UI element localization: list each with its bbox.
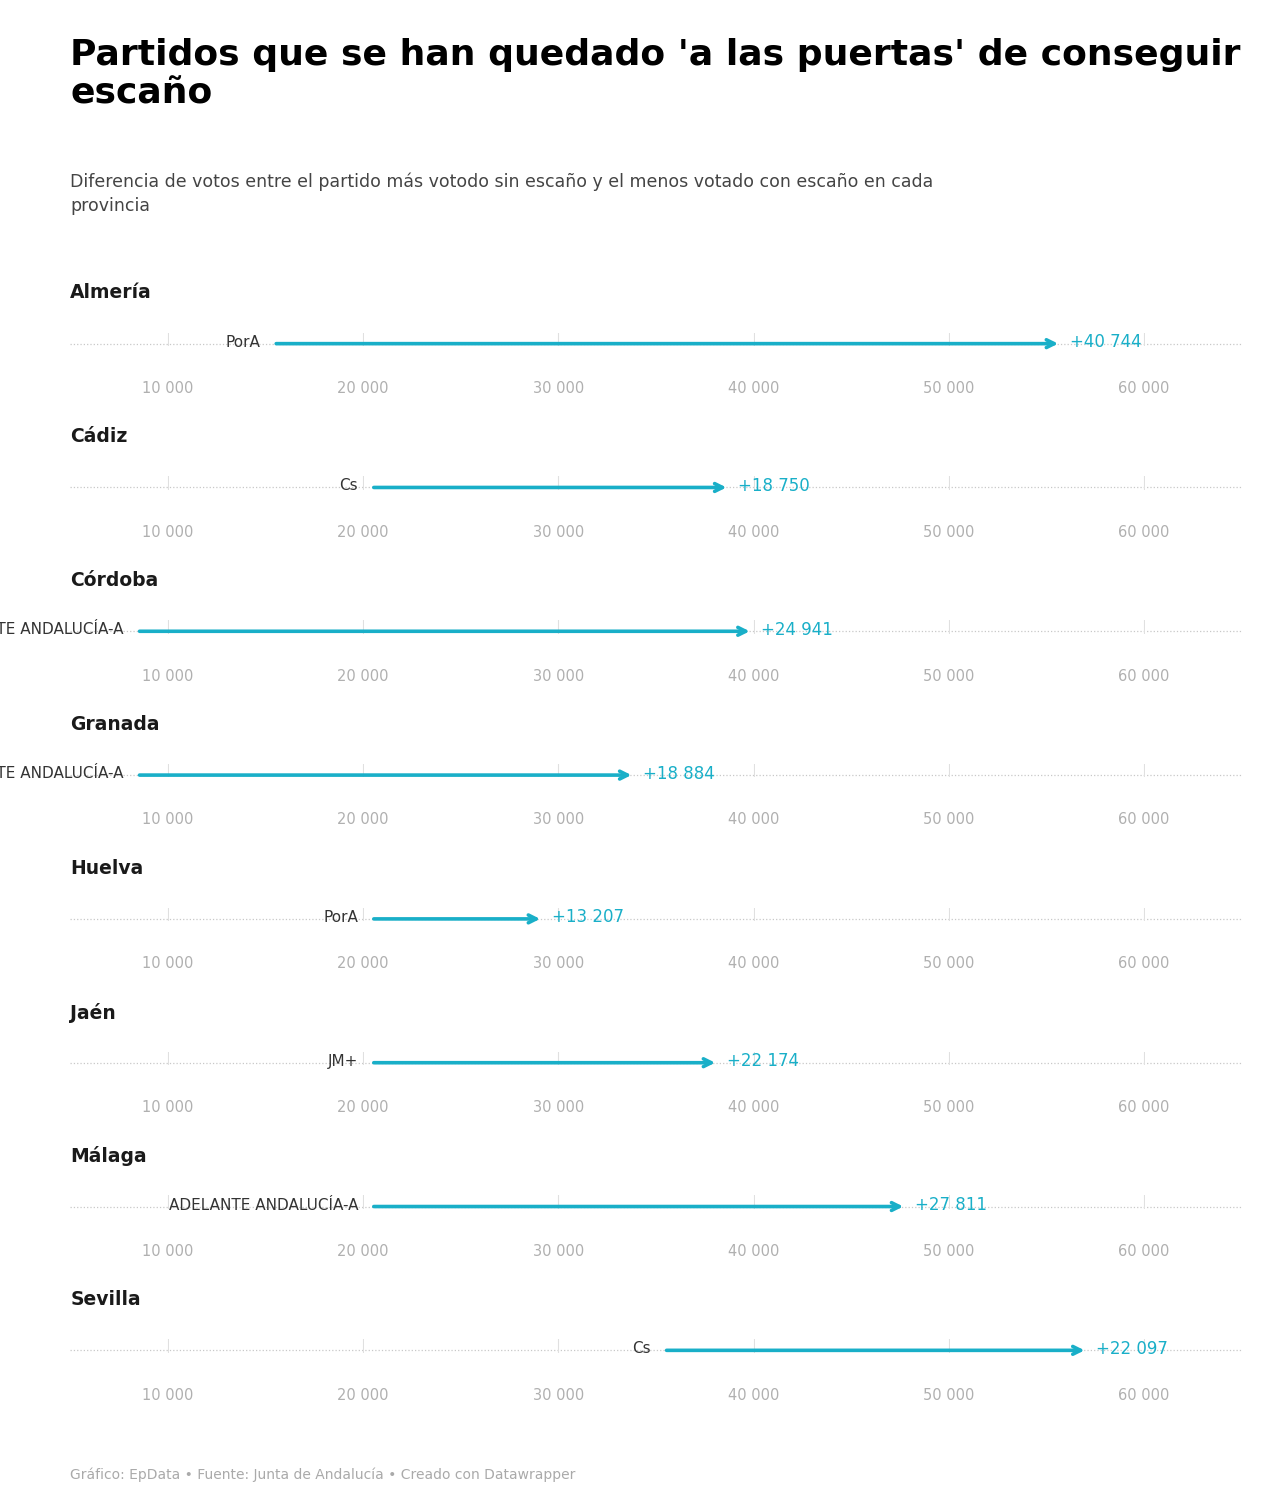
Text: 10 000: 10 000 bbox=[142, 1244, 193, 1258]
Text: Granada: Granada bbox=[70, 716, 160, 734]
Text: ADELANTE ANDALUCÍA-A: ADELANTE ANDALUCÍA-A bbox=[0, 766, 124, 782]
Text: 40 000: 40 000 bbox=[728, 813, 780, 828]
Text: 50 000: 50 000 bbox=[923, 813, 974, 828]
Text: 40 000: 40 000 bbox=[728, 525, 780, 540]
Text: 20 000: 20 000 bbox=[338, 957, 389, 972]
Text: 60 000: 60 000 bbox=[1119, 669, 1170, 684]
Text: 40 000: 40 000 bbox=[728, 1244, 780, 1258]
Text: 20 000: 20 000 bbox=[338, 381, 389, 396]
Text: 60 000: 60 000 bbox=[1119, 1244, 1170, 1258]
Text: PorA: PorA bbox=[225, 334, 261, 350]
Text: 10 000: 10 000 bbox=[142, 381, 193, 396]
Text: +18 884: +18 884 bbox=[643, 765, 716, 783]
Text: 20 000: 20 000 bbox=[338, 1244, 389, 1258]
Text: 60 000: 60 000 bbox=[1119, 1100, 1170, 1114]
Text: PorA: PorA bbox=[324, 910, 358, 926]
Text: ADELANTE ANDALUCÍA-A: ADELANTE ANDALUCÍA-A bbox=[0, 622, 124, 638]
Text: 40 000: 40 000 bbox=[728, 1100, 780, 1114]
Text: 30 000: 30 000 bbox=[532, 1244, 584, 1258]
Text: Gráfico: EpData • Fuente: Junta de Andalucía • Creado con Datawrapper: Gráfico: EpData • Fuente: Junta de Andal… bbox=[70, 1467, 576, 1482]
Text: 30 000: 30 000 bbox=[532, 957, 584, 972]
Text: Córdoba: Córdoba bbox=[70, 572, 159, 590]
Text: 30 000: 30 000 bbox=[532, 813, 584, 828]
Text: 50 000: 50 000 bbox=[923, 669, 974, 684]
Text: 30 000: 30 000 bbox=[532, 381, 584, 396]
Text: +27 811: +27 811 bbox=[915, 1196, 987, 1214]
Text: 30 000: 30 000 bbox=[532, 669, 584, 684]
Text: 50 000: 50 000 bbox=[923, 957, 974, 972]
Text: 40 000: 40 000 bbox=[728, 957, 780, 972]
Text: +22 174: +22 174 bbox=[727, 1052, 799, 1070]
Text: 20 000: 20 000 bbox=[338, 813, 389, 828]
Text: Cs: Cs bbox=[632, 1341, 650, 1356]
Text: 10 000: 10 000 bbox=[142, 1100, 193, 1114]
Text: ADELANTE ANDALUCÍA-A: ADELANTE ANDALUCÍA-A bbox=[169, 1197, 358, 1212]
Text: 10 000: 10 000 bbox=[142, 957, 193, 972]
Text: Cádiz: Cádiz bbox=[70, 427, 128, 447]
Text: Huelva: Huelva bbox=[70, 858, 143, 877]
Text: 20 000: 20 000 bbox=[338, 1100, 389, 1114]
Text: 60 000: 60 000 bbox=[1119, 957, 1170, 972]
Text: 20 000: 20 000 bbox=[338, 1388, 389, 1402]
Text: 30 000: 30 000 bbox=[532, 1388, 584, 1402]
Text: Sevilla: Sevilla bbox=[70, 1290, 141, 1310]
Text: 60 000: 60 000 bbox=[1119, 381, 1170, 396]
Text: 40 000: 40 000 bbox=[728, 1388, 780, 1402]
Text: 60 000: 60 000 bbox=[1119, 1388, 1170, 1402]
Text: 10 000: 10 000 bbox=[142, 813, 193, 828]
Text: Partidos que se han quedado 'a las puertas' de conseguir
escaño: Partidos que se han quedado 'a las puert… bbox=[70, 38, 1240, 111]
Text: 50 000: 50 000 bbox=[923, 1100, 974, 1114]
Text: 40 000: 40 000 bbox=[728, 669, 780, 684]
Text: Diferencia de votos entre el partido más votodo sin escaño y el menos votado con: Diferencia de votos entre el partido más… bbox=[70, 172, 933, 216]
Text: 30 000: 30 000 bbox=[532, 1100, 584, 1114]
Text: 10 000: 10 000 bbox=[142, 669, 193, 684]
Text: Jaén: Jaén bbox=[70, 1002, 116, 1023]
Text: 10 000: 10 000 bbox=[142, 525, 193, 540]
Text: 50 000: 50 000 bbox=[923, 1244, 974, 1258]
Text: 50 000: 50 000 bbox=[923, 381, 974, 396]
Text: +22 097: +22 097 bbox=[1096, 1340, 1169, 1358]
Text: +18 750: +18 750 bbox=[739, 477, 810, 495]
Text: 20 000: 20 000 bbox=[338, 525, 389, 540]
Text: Almería: Almería bbox=[70, 284, 152, 303]
Text: 20 000: 20 000 bbox=[338, 669, 389, 684]
Text: 60 000: 60 000 bbox=[1119, 525, 1170, 540]
Text: 30 000: 30 000 bbox=[532, 525, 584, 540]
Text: +24 941: +24 941 bbox=[762, 621, 833, 639]
Text: 40 000: 40 000 bbox=[728, 381, 780, 396]
Text: +13 207: +13 207 bbox=[552, 909, 623, 927]
Text: Cs: Cs bbox=[339, 478, 358, 494]
Text: +40 744: +40 744 bbox=[1070, 333, 1142, 351]
Text: Málaga: Málaga bbox=[70, 1146, 147, 1167]
Text: 10 000: 10 000 bbox=[142, 1388, 193, 1402]
Text: 50 000: 50 000 bbox=[923, 525, 974, 540]
Text: 50 000: 50 000 bbox=[923, 1388, 974, 1402]
Text: 60 000: 60 000 bbox=[1119, 813, 1170, 828]
Text: JM+: JM+ bbox=[328, 1053, 358, 1068]
